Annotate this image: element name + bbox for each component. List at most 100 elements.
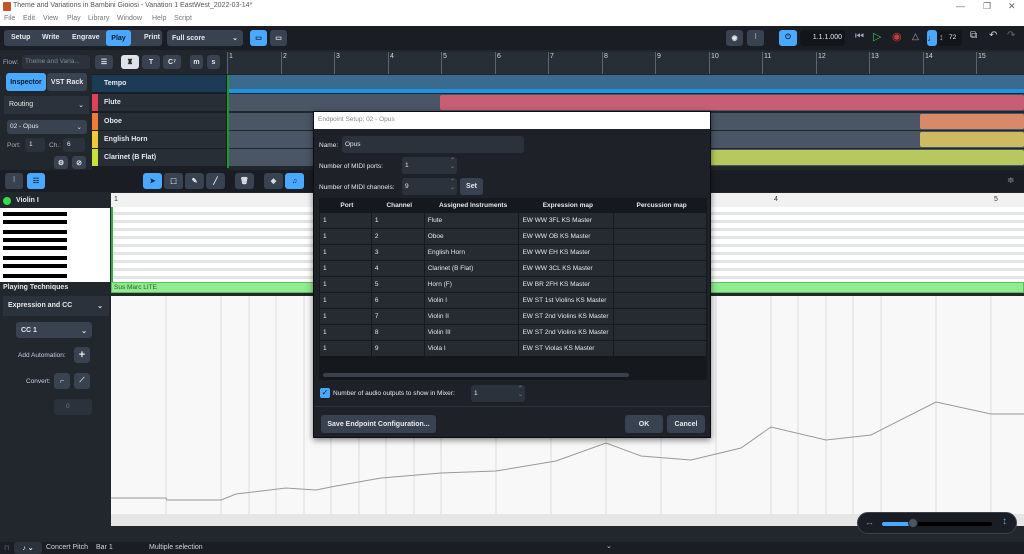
- mode-engrave[interactable]: Engrave: [72, 34, 100, 41]
- cell-percussion-map[interactable]: [613, 324, 707, 341]
- cc-select[interactable]: CC 1 ⌄: [16, 322, 92, 338]
- cell-instrument[interactable]: Violin I: [423, 292, 520, 309]
- record-icon[interactable]: ◉: [892, 31, 902, 43]
- cell-instrument[interactable]: Clarinet (B Flat): [423, 260, 520, 277]
- table-row[interactable]: 1 2 Oboe EW WW OB KS Master: [319, 228, 707, 245]
- cancel-button[interactable]: Cancel: [667, 415, 705, 433]
- select-tool-icon[interactable]: ➤: [143, 173, 162, 189]
- mode-write[interactable]: Write: [42, 34, 60, 41]
- cell-expression-map[interactable]: EW WW 3FL KS Master: [518, 212, 615, 229]
- cell-instrument[interactable]: Violin II: [423, 308, 520, 325]
- mute-button[interactable]: m: [190, 55, 203, 69]
- menu-play[interactable]: Play: [67, 15, 81, 22]
- table-row[interactable]: 1 5 Horn (F) EW BR 2FH KS Master: [319, 276, 707, 293]
- chord-icon[interactable]: C⁷: [163, 55, 181, 69]
- tab-vst-rack[interactable]: VST Rack: [47, 73, 87, 91]
- expression-cc-section[interactable]: Expression and CC ⌄: [3, 296, 109, 316]
- ok-button[interactable]: OK: [625, 415, 663, 433]
- menu-library[interactable]: Library: [88, 15, 110, 22]
- note-mode-icon[interactable]: ♫: [285, 173, 304, 189]
- midi-channels-stepper[interactable]: 9 ⌃ ⌄: [402, 178, 457, 195]
- popout-icon[interactable]: ⧉: [970, 30, 978, 41]
- marquee-tool-icon[interactable]: ⬚: [164, 173, 183, 189]
- power-icon[interactable]: ⏻: [779, 30, 797, 46]
- table-row[interactable]: 1 7 Violin II EW ST 2nd Violins KS Master: [319, 308, 707, 325]
- menu-edit[interactable]: Edit: [23, 15, 36, 22]
- cell-expression-map[interactable]: EW ST 2nd Violins KS Master: [518, 324, 615, 341]
- oboe-region[interactable]: [920, 114, 1024, 129]
- audio-outputs-checkbox[interactable]: ✓: [320, 388, 330, 398]
- page-view-icon[interactable]: ▭: [270, 30, 287, 46]
- tool-icon[interactable]: T: [142, 55, 160, 69]
- cell-instrument[interactable]: Oboe: [423, 228, 520, 245]
- column-header[interactable]: Assigned Instruments: [423, 198, 520, 213]
- mixer-icon[interactable]: ⫶: [747, 30, 764, 46]
- line-tool-icon[interactable]: ╱: [206, 173, 225, 189]
- cell-expression-map[interactable]: EW WW 3CL KS Master: [518, 260, 615, 277]
- cell-percussion-map[interactable]: [613, 308, 707, 325]
- note-icon[interactable]: ♩: [927, 30, 937, 46]
- key-editor-icon[interactable]: ☷: [27, 173, 45, 189]
- table-row[interactable]: 1 3 English Horn EW WW EH KS Master: [319, 244, 707, 261]
- cell-expression-map[interactable]: EW ST 2nd Violins KS Master: [518, 308, 615, 325]
- track-flute[interactable]: Flute: [92, 94, 226, 111]
- cell-percussion-map[interactable]: [613, 340, 707, 357]
- metronome-track-icon[interactable]: ♜: [121, 55, 139, 69]
- table-row[interactable]: 1 4 Clarinet (B Flat) EW WW 3CL KS Master: [319, 260, 707, 277]
- metronome-icon[interactable]: △: [912, 31, 919, 41]
- zoom-slider[interactable]: [882, 522, 992, 526]
- value-stepper[interactable]: 0: [54, 399, 92, 415]
- cell-expression-map[interactable]: EW ST Violas KS Master: [518, 340, 615, 357]
- flute-region[interactable]: [440, 95, 1024, 110]
- play-icon[interactable]: ▷: [873, 31, 882, 43]
- track-height-icon[interactable]: ☰: [95, 55, 113, 69]
- menu-window[interactable]: Window: [117, 15, 142, 22]
- mode-play[interactable]: Play: [106, 30, 131, 46]
- concert-pitch-toggle[interactable]: Concert Pitch: [46, 544, 89, 551]
- column-header[interactable]: Port: [319, 198, 372, 213]
- minimize-button[interactable]: —: [956, 1, 965, 11]
- midi-ports-stepper[interactable]: 1 ⌃ ⌄: [402, 157, 457, 174]
- cell-percussion-map[interactable]: [613, 260, 707, 277]
- mixer-icon[interactable]: ⫶: [5, 173, 23, 189]
- video-icon[interactable]: ◉: [726, 30, 743, 46]
- menu-help[interactable]: Help: [152, 15, 167, 22]
- galley-view-icon[interactable]: ▭: [250, 30, 267, 46]
- note-input-select[interactable]: ♪ ⌄: [14, 542, 42, 554]
- track-oboe[interactable]: Oboe: [92, 113, 226, 130]
- table-row[interactable]: 1 1 Flute EW WW 3FL KS Master: [319, 212, 707, 229]
- cell-percussion-map[interactable]: [613, 276, 707, 293]
- add-automation-button[interactable]: +: [74, 347, 90, 363]
- cell-instrument[interactable]: English Horn: [423, 244, 520, 261]
- timeline-ruler[interactable]: 1 2 3 4 5 6 7 8 9 10 11 12 13 14 15: [227, 52, 1024, 74]
- cell-instrument[interactable]: Viola I: [423, 340, 520, 357]
- menu-view[interactable]: View: [43, 15, 59, 22]
- convert-line-icon[interactable]: ⟋: [74, 373, 90, 389]
- table-row[interactable]: 1 6 Violin I EW ST 1st Violins KS Master: [319, 292, 707, 309]
- clarinet-region[interactable]: [710, 150, 1024, 165]
- tempo-lane[interactable]: [227, 75, 1024, 93]
- playhead[interactable]: [227, 75, 229, 168]
- track-english-horn[interactable]: English Horn: [92, 131, 226, 148]
- gear-icon[interactable]: ⚙: [54, 156, 68, 169]
- table-row[interactable]: 1 8 Violin III EW ST 2nd Violins KS Master: [319, 324, 707, 341]
- maximize-button[interactable]: ❐: [983, 1, 992, 11]
- menu-file[interactable]: File: [4, 15, 16, 22]
- cell-percussion-map[interactable]: [613, 228, 707, 245]
- tab-inspector[interactable]: Inspector: [6, 73, 46, 91]
- endpoint-select[interactable]: 02 - Opus ⌄: [7, 120, 87, 134]
- solo-button[interactable]: s: [207, 55, 220, 69]
- rewind-icon[interactable]: ⏮: [855, 31, 864, 42]
- cell-instrument[interactable]: Violin III: [423, 324, 520, 341]
- cell-expression-map[interactable]: EW BR 2FH KS Master: [518, 276, 615, 293]
- draw-tool-icon[interactable]: ✎: [185, 173, 204, 189]
- flow-select[interactable]: Theme and Varia...: [22, 55, 90, 69]
- mode-print[interactable]: Print: [144, 34, 160, 41]
- redo-icon[interactable]: ↷: [1007, 30, 1016, 41]
- track-tempo[interactable]: Tempo: [92, 75, 226, 92]
- undo-icon[interactable]: ↶: [989, 30, 998, 41]
- vertical-zoom-icon[interactable]: ↕: [1002, 516, 1007, 527]
- menu-script[interactable]: Script: [174, 15, 192, 22]
- cell-instrument[interactable]: Flute: [423, 212, 520, 229]
- cell-expression-map[interactable]: EW ST 1st Violins KS Master: [518, 292, 615, 309]
